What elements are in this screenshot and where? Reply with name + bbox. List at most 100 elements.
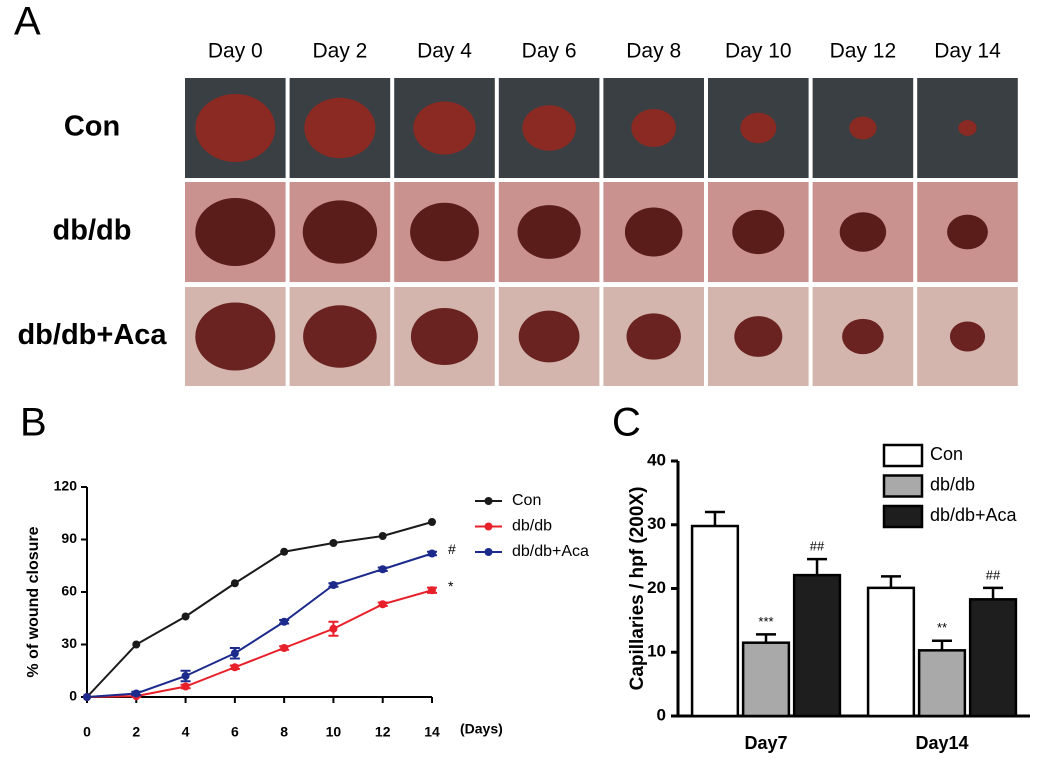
point — [181, 612, 190, 621]
y-axis-label: % of wound closure — [25, 526, 42, 677]
point — [378, 600, 387, 609]
point — [132, 689, 141, 698]
wound — [522, 105, 576, 151]
bar — [917, 649, 967, 718]
column-label: Day 14 — [934, 40, 1001, 63]
column-label: Day 2 — [312, 40, 367, 63]
legend-swatch — [882, 504, 924, 529]
y-tick-label: 30 — [647, 514, 666, 533]
point — [428, 549, 436, 558]
wound — [839, 212, 887, 252]
x-tick-label: 14 — [424, 724, 440, 740]
error-bar — [807, 557, 828, 576]
bar — [968, 598, 1018, 718]
significance-label: *** — [758, 614, 773, 629]
x-tick-label: Day7 — [744, 733, 787, 753]
wound — [740, 112, 777, 144]
row-label: db/db+Aca — [17, 319, 167, 351]
column-label: Day 10 — [725, 40, 792, 63]
x-tick-label: 0 — [83, 724, 91, 740]
bar — [792, 573, 842, 718]
point — [428, 518, 436, 526]
wound — [518, 310, 580, 363]
point — [378, 532, 387, 540]
point — [329, 539, 338, 547]
x-axis-label: (Days) — [460, 721, 503, 737]
wound — [624, 207, 683, 257]
wound — [849, 116, 877, 140]
series-line — [86, 552, 433, 698]
significance-label: # — [448, 541, 456, 557]
point — [230, 579, 239, 588]
wound — [413, 101, 476, 155]
y-axis-label: Capillaries / hpf (200X) — [627, 487, 648, 691]
series-line — [86, 589, 433, 698]
wound — [304, 97, 376, 159]
bar — [690, 524, 740, 718]
column-label: Day 8 — [626, 40, 681, 63]
wound — [734, 316, 783, 357]
x-tick-label: 6 — [231, 724, 239, 740]
y-tick-label: 90 — [61, 530, 77, 546]
point — [428, 586, 436, 595]
bar — [866, 586, 916, 718]
row-label: db/db — [53, 215, 132, 247]
x-tick-label: Day14 — [915, 733, 968, 753]
y-tick-label: 0 — [69, 688, 77, 704]
point — [329, 581, 338, 589]
y-tick-label: 10 — [647, 642, 666, 661]
legend-label: db/db — [930, 474, 975, 494]
error-bar — [983, 586, 1004, 600]
wound — [195, 198, 276, 266]
x-tick-label: 4 — [182, 724, 190, 740]
panel-label: C — [612, 401, 641, 445]
legend-marker — [484, 522, 493, 531]
column-label: Day 12 — [830, 40, 897, 63]
point — [230, 649, 239, 658]
y-tick-label: 30 — [61, 635, 77, 651]
bar — [741, 641, 791, 718]
legend-label: Con — [930, 444, 963, 464]
column-label: Day 4 — [417, 40, 472, 63]
row-label: Con — [64, 111, 120, 143]
legend-marker — [484, 497, 493, 505]
y-tick-label: 120 — [54, 478, 78, 494]
wound — [195, 94, 276, 162]
wound — [410, 202, 479, 262]
legend-swatch — [882, 474, 924, 498]
wound — [410, 307, 479, 366]
significance-label: ## — [810, 539, 825, 554]
point — [230, 663, 239, 672]
panel-label: A — [14, 0, 41, 44]
legend-label: db/db+Aca — [930, 505, 1018, 525]
x-tick-label: 2 — [132, 724, 140, 740]
wound — [842, 318, 884, 355]
wound — [958, 120, 977, 136]
error-bar — [756, 633, 776, 643]
wound — [303, 305, 377, 368]
column-label: Day 6 — [522, 40, 577, 63]
point — [280, 547, 289, 556]
y-tick-label: 40 — [647, 450, 666, 469]
error-bar — [932, 639, 952, 651]
y-tick-label: 0 — [657, 705, 666, 724]
series-line — [86, 521, 433, 698]
legend-label: db/db — [512, 518, 552, 535]
legend-marker — [484, 548, 493, 556]
wound — [947, 214, 988, 250]
point — [280, 644, 289, 652]
point — [329, 624, 338, 633]
legend-label: db/db+Aca — [512, 543, 589, 560]
column-label: Day 0 — [208, 40, 263, 63]
point — [132, 640, 141, 649]
wound — [732, 209, 785, 255]
x-tick-label: 10 — [326, 724, 342, 740]
point — [181, 672, 190, 680]
error-bar — [880, 575, 901, 588]
wound — [517, 205, 581, 259]
wound — [302, 200, 378, 264]
point — [378, 565, 387, 574]
y-tick-label: 20 — [647, 578, 666, 597]
legend-swatch — [882, 443, 924, 468]
